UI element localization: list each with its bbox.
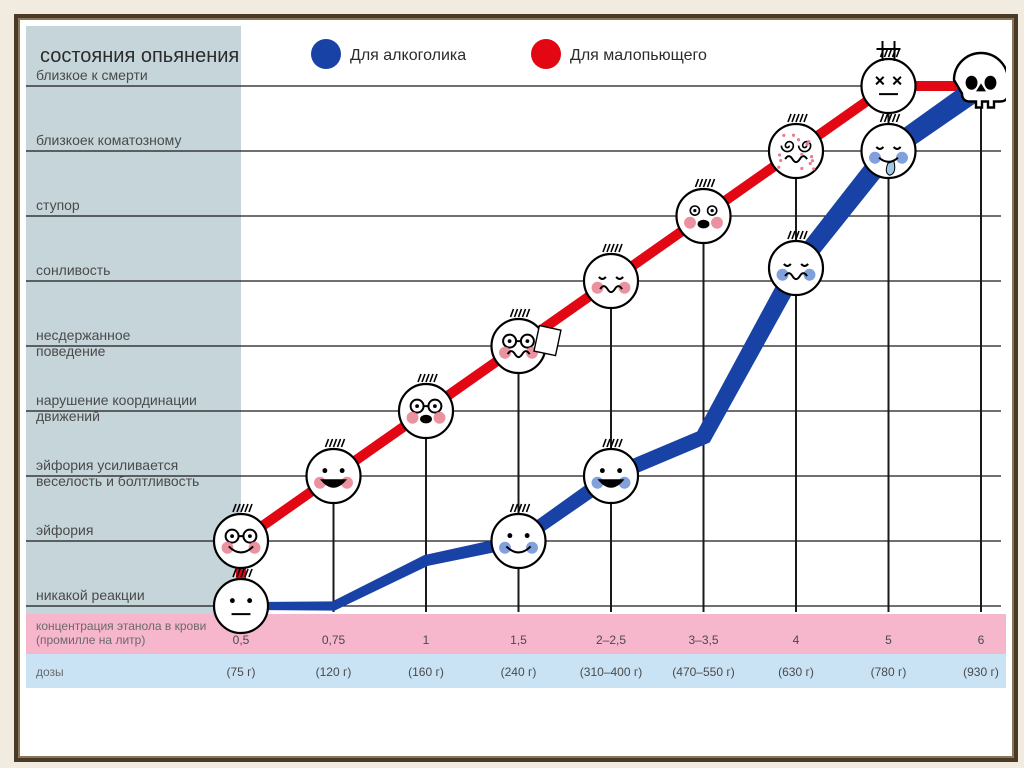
x-tick-dose: (120 г) <box>316 665 352 679</box>
y-label: никакой реакции <box>36 587 145 603</box>
x-tick-promille: 1 <box>423 633 430 647</box>
x-tick-dose: (930 г) <box>963 665 999 679</box>
x-tick-dose: (75 г) <box>226 665 255 679</box>
x-tick-promille: 1,5 <box>510 633 527 647</box>
x-axis-label-dose: дозы <box>36 665 64 679</box>
x-tick-dose: (780 г) <box>871 665 907 679</box>
intoxication-chart: состояния опьянения Для алкоголика Для мал… <box>26 26 1006 750</box>
y-label: сонливость <box>36 262 110 278</box>
x-tick-dose: (470–550 г) <box>672 665 734 679</box>
x-tick-dose: (160 г) <box>408 665 444 679</box>
x-tick-promille: 2–2,5 <box>596 633 626 647</box>
y-label: эйфория усиливаетсявеселость и болтливос… <box>36 457 199 489</box>
x-tick-promille: 4 <box>793 633 800 647</box>
x-tick-promille: 0,5 <box>233 633 250 647</box>
x-tick-promille: 6 <box>978 633 985 647</box>
svg-text:Для алкоголика: Для алкоголика <box>350 47 466 64</box>
x-tick-promille: 0,75 <box>322 633 346 647</box>
y-label: ступор <box>36 197 80 213</box>
x-tick-dose: (630 г) <box>778 665 814 679</box>
chart-title: состояния опьянения <box>40 45 239 67</box>
y-label: близкоек коматозному <box>36 132 181 148</box>
x-tick-promille: 5 <box>885 633 892 647</box>
svg-text:Для малопьющего: Для малопьющего <box>570 47 707 64</box>
y-label: близкое к смерти <box>36 67 148 83</box>
x-tick-promille: 3–3,5 <box>688 633 718 647</box>
y-label: эйфория <box>36 522 93 538</box>
x-tick-dose: (310–400 г) <box>580 665 642 679</box>
x-tick-dose: (240 г) <box>501 665 537 679</box>
